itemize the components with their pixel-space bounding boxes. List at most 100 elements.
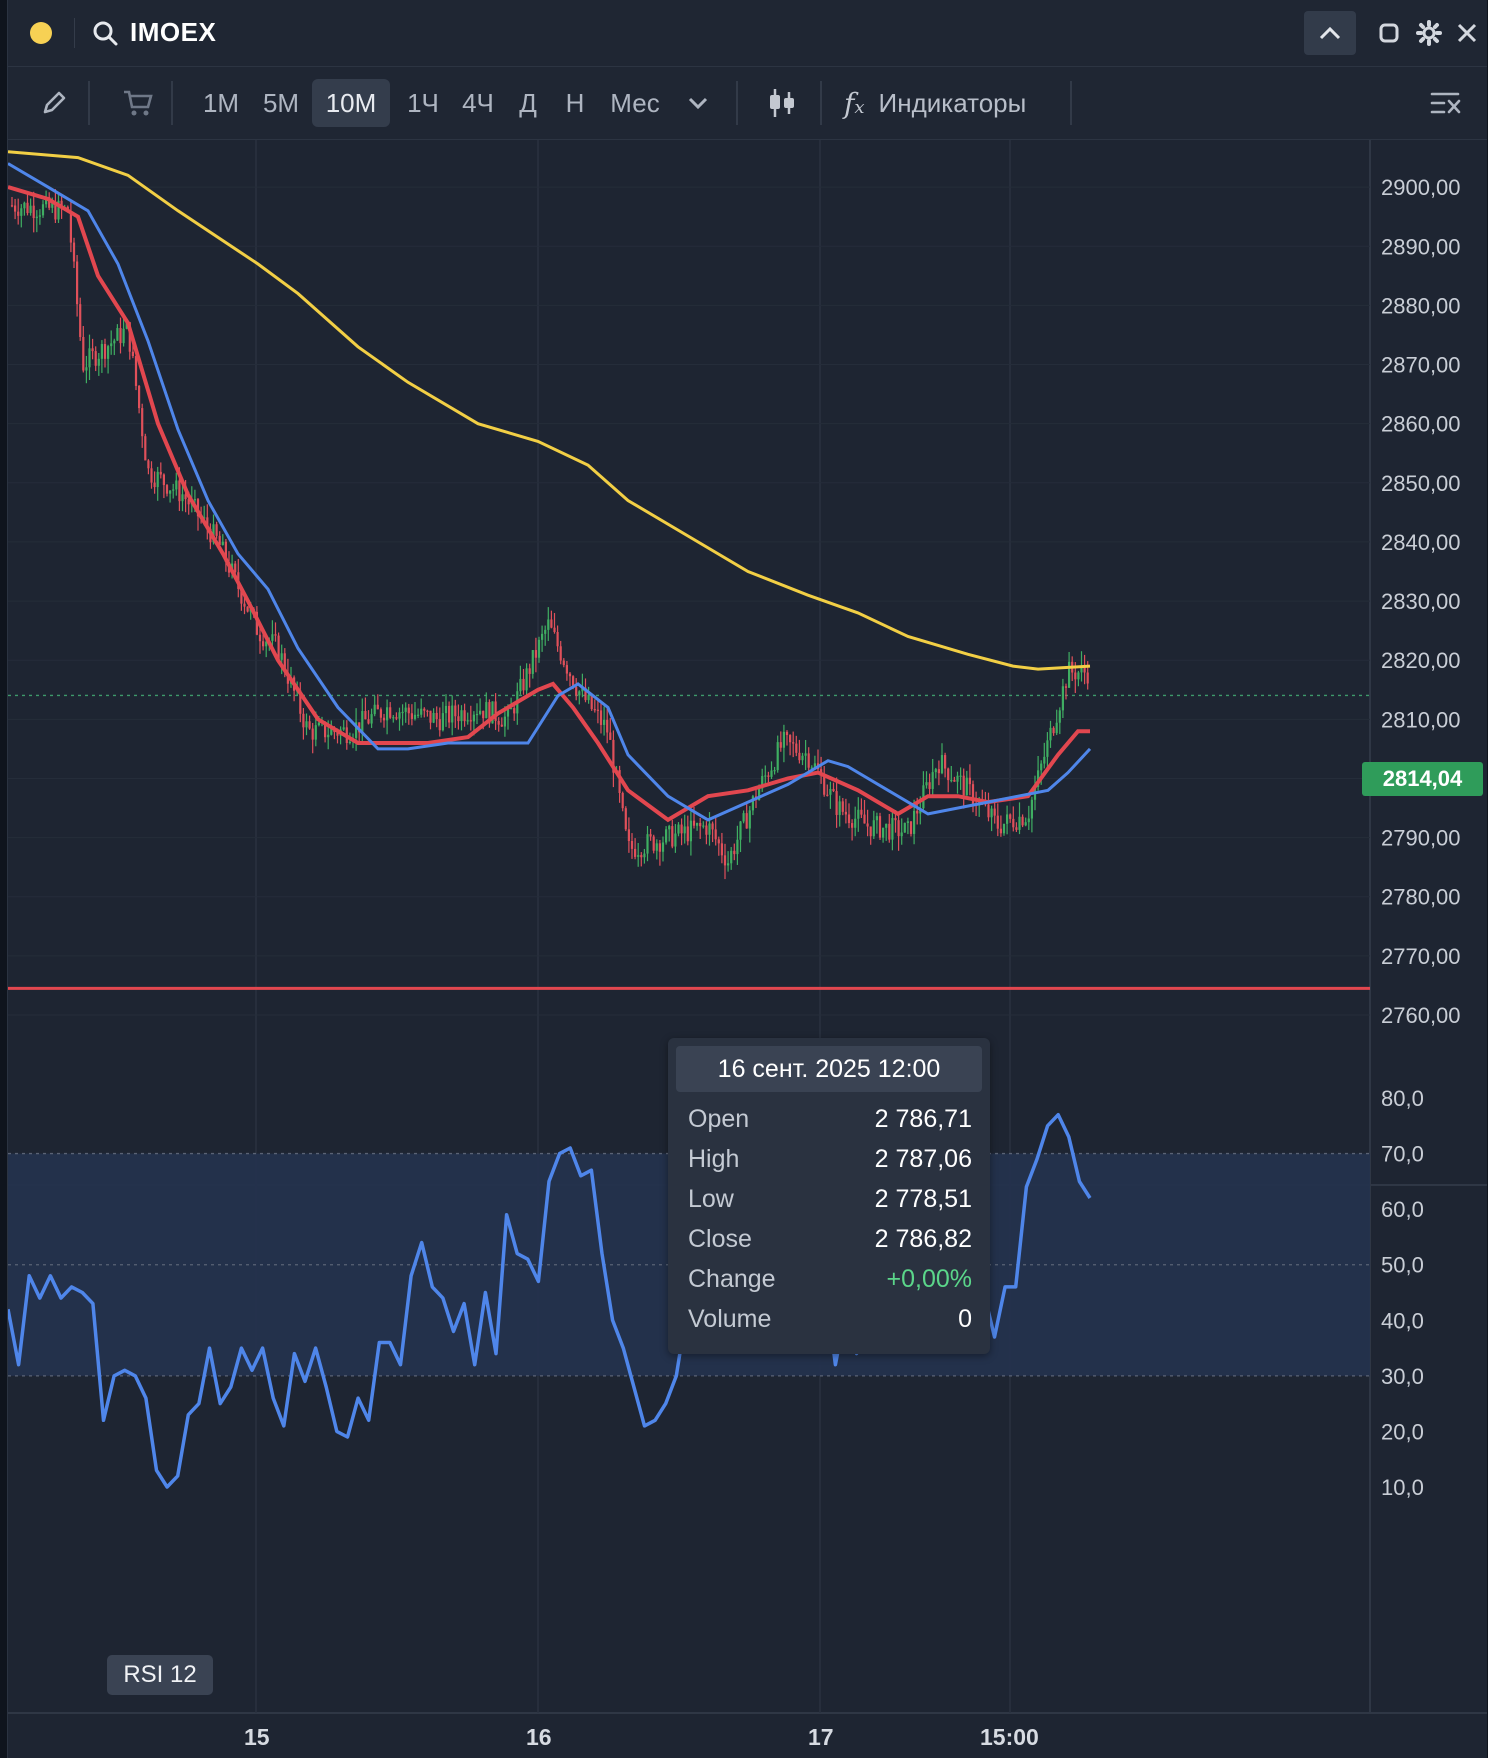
candle-body: [327, 734, 330, 738]
timeframe-1h[interactable]: 1Ч: [407, 87, 439, 118]
candle-body: [280, 653, 283, 660]
candle-body: [578, 691, 581, 696]
candle-body: [420, 708, 423, 715]
candle-body: [438, 719, 441, 731]
candle-body: [457, 716, 460, 722]
close-icon: [1457, 23, 1477, 43]
candle-body: [162, 474, 165, 486]
candle-body: [671, 826, 674, 847]
candle-body: [993, 808, 996, 816]
candle-body: [128, 322, 131, 352]
tooltip-value: 2 786,71: [874, 1104, 972, 1133]
candle-body: [392, 717, 395, 719]
candle-body: [116, 328, 119, 341]
price-chart[interactable]: 2910,00 2900,00 2890,00 2880,00 2870,00 2860,…: [8, 140, 1487, 1758]
chart-window: IMOEX: [7, 0, 1487, 1758]
candle-body: [661, 842, 665, 852]
timeframe-10m[interactable]: 10М: [312, 79, 390, 127]
candle-body: [361, 711, 364, 733]
trade-button[interactable]: [108, 79, 168, 127]
menu-close-icon: [1430, 92, 1461, 114]
candle-body: [472, 714, 475, 722]
price-tick-label: 2780,00: [1381, 885, 1461, 910]
candle-body: [305, 721, 308, 728]
candle-body: [1018, 816, 1021, 830]
candle-body: [423, 708, 426, 711]
close-button[interactable]: [1448, 14, 1486, 52]
candle-body: [807, 753, 810, 768]
price-tick-label: 2830,00: [1381, 589, 1461, 614]
candle-body: [330, 728, 333, 735]
candle-body: [206, 517, 209, 529]
timeframe-1m[interactable]: 1М: [202, 87, 240, 118]
candle-body: [404, 707, 407, 712]
candle-body: [692, 820, 696, 826]
candle-body: [630, 840, 634, 849]
tooltip-key: Low: [688, 1184, 734, 1213]
rsi-tick-label: 20,0: [1381, 1419, 1424, 1444]
candle-body: [528, 668, 531, 674]
candle-body: [184, 494, 187, 500]
settings-button[interactable]: [1410, 14, 1448, 52]
timeframe-month[interactable]: Мес: [610, 87, 660, 118]
candle-body: [429, 710, 432, 723]
candle-body: [240, 588, 243, 604]
candle-body: [668, 826, 671, 830]
candle-body: [990, 808, 993, 818]
candle-body: [17, 211, 20, 216]
candle-body: [1061, 686, 1064, 711]
candle-body: [872, 820, 875, 837]
candle-body: [913, 810, 916, 834]
candle-body: [832, 788, 835, 792]
candle-body: [246, 606, 249, 612]
status-dot-icon: [30, 22, 52, 44]
indicators-button[interactable]: fx Индикаторы: [844, 79, 1054, 127]
candle-body: [355, 722, 358, 738]
tooltip-row-volume: Volume 0: [688, 1300, 972, 1338]
candle-body: [234, 563, 237, 573]
timeframe-4h[interactable]: 4Ч: [462, 87, 494, 118]
candle-body: [72, 242, 76, 262]
function-icon: fx: [844, 86, 865, 120]
candle-body: [1002, 823, 1006, 834]
candle-body: [888, 823, 891, 840]
gear-icon: [1416, 20, 1442, 46]
rsi-tick-label: 70,0: [1381, 1142, 1424, 1167]
chart-type-button[interactable]: [754, 79, 810, 127]
divider: [74, 18, 75, 48]
candle-body: [603, 719, 606, 725]
candle-body: [534, 650, 537, 658]
hide-indicators-button[interactable]: [1422, 79, 1470, 127]
candle-body: [417, 714, 420, 716]
candle-body: [944, 755, 947, 769]
candle-body: [522, 678, 525, 691]
candle-body: [1015, 827, 1018, 830]
maximize-button[interactable]: [1370, 14, 1408, 52]
candle-body: [813, 763, 816, 768]
search-icon[interactable]: [92, 20, 118, 46]
price-tick-label: 2820,00: [1381, 648, 1461, 673]
candle-body: [107, 346, 110, 359]
timeframe-dropdown[interactable]: [678, 79, 718, 127]
timeframe-week[interactable]: Н: [565, 87, 585, 118]
candle-body: [885, 823, 888, 828]
candle-body: [599, 710, 603, 725]
candle-body: [398, 712, 401, 719]
candle-body: [745, 813, 748, 829]
candle-body: [792, 742, 795, 744]
timeframe-5m[interactable]: 5М: [262, 87, 300, 118]
candle-body: [336, 732, 339, 736]
indicators-label: Индикаторы: [878, 87, 1027, 118]
price-tick-label: 2900,00: [1381, 175, 1461, 200]
candle-body: [612, 739, 615, 773]
rsi-label[interactable]: RSI 12: [107, 1655, 213, 1695]
chart-toolbar: 1М 5М 10М 1Ч 4Ч Д Н Мес fx Индикаторы: [8, 67, 1487, 140]
candlestick-icon: [770, 89, 794, 117]
collapse-button[interactable]: [1304, 11, 1356, 55]
candle-body: [956, 775, 959, 782]
ma-blue-line: [8, 162, 1092, 822]
timeframe-day[interactable]: Д: [519, 87, 537, 118]
candle-body: [1006, 814, 1009, 824]
draw-tool-button[interactable]: [24, 79, 84, 127]
ticker-input[interactable]: IMOEX: [130, 17, 217, 47]
